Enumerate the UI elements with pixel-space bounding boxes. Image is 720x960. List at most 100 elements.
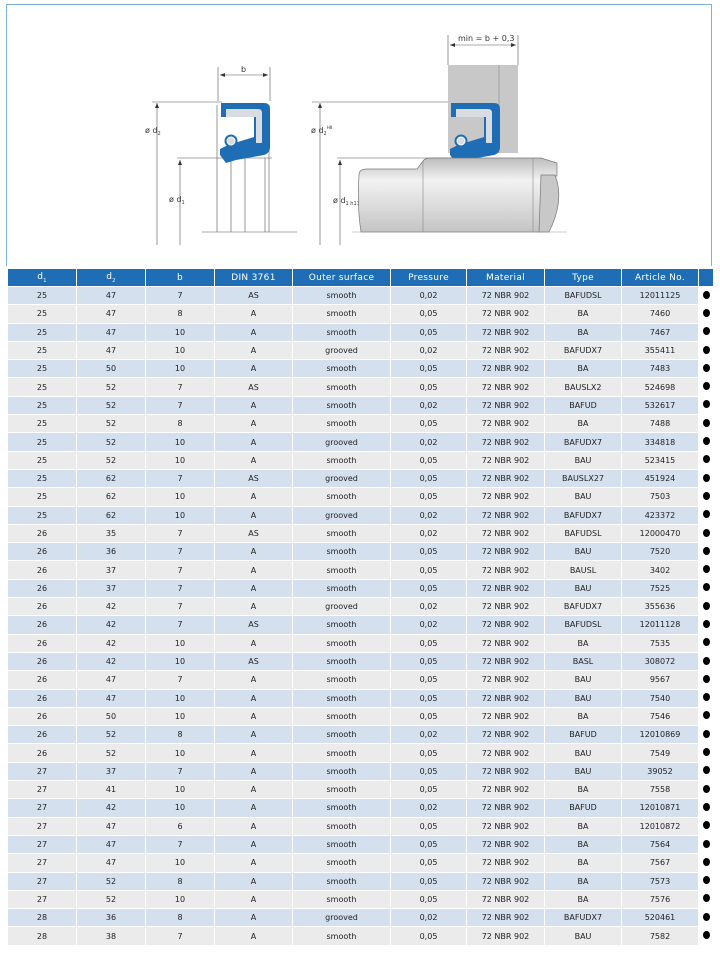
cell-availability — [699, 707, 713, 726]
cell-availability — [699, 689, 713, 707]
cell-material: 72 NBR 902 — [467, 543, 544, 561]
cell-d1: 25 — [8, 287, 76, 305]
cell-pressure: 0,02 — [391, 524, 466, 543]
cell-type: BAFUDSL — [545, 616, 621, 634]
cell-availability — [699, 799, 713, 817]
cell-availability — [699, 598, 713, 616]
cell-d1: 25 — [8, 451, 76, 469]
cell-d2: 37 — [77, 762, 145, 781]
cell-din-3761: A — [215, 707, 292, 726]
cell-pressure: 0,05 — [391, 854, 466, 872]
filled-circle-icon — [702, 894, 710, 903]
cell-type: BA — [545, 305, 621, 323]
cell-outer-surface: smooth — [293, 652, 390, 671]
filled-circle-icon — [702, 382, 710, 391]
cell-b: 7 — [146, 762, 214, 781]
filled-circle-icon — [702, 327, 710, 336]
cell-b: 8 — [146, 415, 214, 433]
cell-din-3761: A — [215, 781, 292, 799]
cell-material: 72 NBR 902 — [467, 890, 544, 909]
cell-d1: 28 — [8, 927, 76, 945]
cell-outer-surface: smooth — [293, 561, 390, 579]
cell-din-3761: AS — [215, 378, 292, 396]
label-min-width: min = b + 0,3 — [458, 34, 514, 43]
cell-article-no: 9567 — [622, 671, 698, 689]
cell-outer-surface: grooved — [293, 909, 390, 927]
filled-circle-icon — [702, 839, 710, 848]
cell-d1: 25 — [8, 506, 76, 524]
cell-availability — [699, 323, 713, 341]
cell-material: 72 NBR 902 — [467, 671, 544, 689]
cell-din-3761: A — [215, 744, 292, 762]
cell-availability — [699, 762, 713, 781]
cell-b: 7 — [146, 524, 214, 543]
cell-d1: 25 — [8, 323, 76, 341]
cell-d1: 25 — [8, 415, 76, 433]
cell-d2: 52 — [77, 726, 145, 744]
cell-outer-surface: smooth — [293, 781, 390, 799]
cell-availability — [699, 854, 713, 872]
cell-availability — [699, 341, 713, 360]
cell-din-3761: A — [215, 726, 292, 744]
cell-outer-surface: smooth — [293, 488, 390, 506]
column-header-pressure: Pressure — [391, 269, 466, 286]
cell-d1: 26 — [8, 561, 76, 579]
filled-circle-icon — [702, 784, 710, 793]
cell-availability — [699, 890, 713, 909]
cell-availability — [699, 469, 713, 488]
cell-b: 8 — [146, 872, 214, 890]
cell-availability — [699, 872, 713, 890]
cell-outer-surface: grooved — [293, 598, 390, 616]
cell-article-no: 7540 — [622, 689, 698, 707]
cell-availability — [699, 287, 713, 305]
cell-outer-surface: grooved — [293, 433, 390, 451]
cell-din-3761: A — [215, 415, 292, 433]
cell-outer-surface: smooth — [293, 415, 390, 433]
cell-article-no: 12010869 — [622, 726, 698, 744]
cell-pressure: 0,05 — [391, 835, 466, 854]
filled-circle-icon — [702, 711, 710, 720]
cell-d1: 28 — [8, 909, 76, 927]
cell-outer-surface: smooth — [293, 854, 390, 872]
cell-article-no: 7546 — [622, 707, 698, 726]
cell-d1: 26 — [8, 616, 76, 634]
cell-d2: 52 — [77, 890, 145, 909]
cell-material: 72 NBR 902 — [467, 360, 544, 378]
cell-outer-surface: smooth — [293, 524, 390, 543]
header-label: Outer surface — [308, 272, 375, 283]
cell-d2: 47 — [77, 854, 145, 872]
cell-outer-surface: grooved — [293, 469, 390, 488]
cell-pressure: 0,05 — [391, 634, 466, 652]
cell-type: BAU — [545, 451, 621, 469]
cell-din-3761: A — [215, 323, 292, 341]
table-row: 26 42 10 AS smooth 0,05 72 NBR 902 BASL 308072 — [8, 652, 713, 671]
filled-circle-icon — [702, 693, 710, 702]
filled-circle-icon — [702, 455, 710, 464]
cell-availability — [699, 616, 713, 634]
filled-circle-icon — [702, 931, 710, 940]
filled-circle-icon — [702, 308, 710, 317]
cell-type: BA — [545, 323, 621, 341]
cell-b: 10 — [146, 506, 214, 524]
cell-d1: 27 — [8, 835, 76, 854]
filled-circle-icon — [702, 766, 710, 775]
cell-d2: 42 — [77, 634, 145, 652]
cell-pressure: 0,05 — [391, 360, 466, 378]
cell-type: BAUSLX2 — [545, 378, 621, 396]
cell-outer-surface: smooth — [293, 616, 390, 634]
filled-circle-icon — [702, 418, 710, 427]
cell-pressure: 0,05 — [391, 762, 466, 781]
cell-type: BA — [545, 854, 621, 872]
table-row: 25 52 7 AS smooth 0,05 72 NBR 902 BAUSLX2 524698 — [8, 378, 713, 396]
cell-availability — [699, 909, 713, 927]
